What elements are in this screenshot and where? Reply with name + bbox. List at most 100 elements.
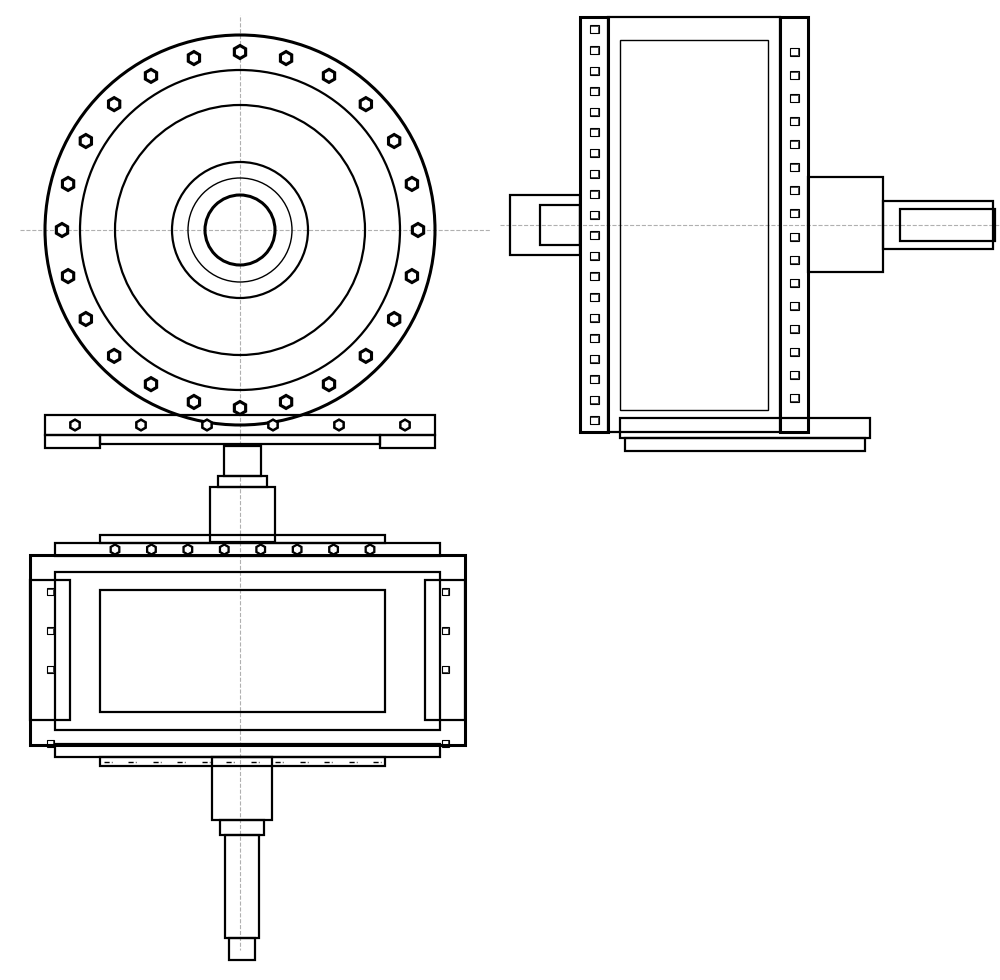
Polygon shape (280, 51, 293, 66)
Polygon shape (326, 380, 332, 388)
Bar (590, 88, 598, 95)
Bar (790, 48, 798, 56)
Bar (442, 627, 448, 634)
Bar (790, 325, 798, 332)
Polygon shape (359, 348, 372, 364)
Polygon shape (270, 421, 276, 428)
Bar (790, 348, 798, 356)
Bar (790, 232, 798, 240)
Polygon shape (283, 398, 289, 406)
Polygon shape (222, 547, 227, 553)
Bar (590, 334, 598, 342)
Bar (47, 740, 53, 747)
Bar (790, 94, 798, 102)
Bar (46, 589, 54, 596)
Bar (790, 141, 798, 148)
Polygon shape (256, 544, 265, 555)
Polygon shape (147, 544, 156, 555)
Polygon shape (405, 176, 418, 191)
Polygon shape (138, 421, 144, 428)
Polygon shape (388, 133, 401, 149)
Bar (790, 302, 798, 310)
Polygon shape (336, 421, 342, 428)
Bar (790, 371, 798, 379)
Polygon shape (136, 419, 146, 431)
Polygon shape (72, 421, 78, 428)
Polygon shape (283, 54, 289, 62)
Polygon shape (82, 316, 89, 322)
Bar (883, 201, 993, 249)
Bar (590, 87, 598, 95)
Bar (224, 446, 261, 476)
Bar (580, 18, 608, 432)
Polygon shape (220, 544, 229, 555)
Polygon shape (149, 547, 154, 553)
Polygon shape (108, 348, 121, 364)
Polygon shape (391, 137, 398, 145)
Bar (442, 589, 448, 595)
Polygon shape (59, 226, 65, 234)
Bar (590, 397, 598, 404)
Polygon shape (145, 376, 157, 392)
Bar (790, 118, 798, 125)
Polygon shape (191, 54, 197, 62)
Bar (790, 164, 798, 171)
Polygon shape (412, 222, 424, 237)
Bar (590, 273, 598, 280)
Bar (790, 140, 798, 148)
Polygon shape (362, 100, 369, 108)
Bar (380, 435, 435, 448)
Bar (590, 335, 598, 342)
Bar (47, 589, 53, 595)
Bar (46, 665, 54, 673)
Polygon shape (237, 48, 243, 56)
Polygon shape (65, 180, 71, 188)
Polygon shape (409, 180, 415, 188)
Polygon shape (280, 394, 293, 410)
Bar (590, 129, 598, 136)
Polygon shape (185, 547, 190, 553)
Polygon shape (323, 69, 335, 83)
Polygon shape (409, 272, 415, 280)
Bar (808, 177, 883, 272)
Bar (790, 95, 798, 102)
Bar (590, 294, 598, 301)
Bar (620, 418, 870, 438)
Bar (590, 416, 598, 424)
Bar (442, 665, 448, 673)
Polygon shape (334, 419, 344, 431)
Polygon shape (402, 421, 408, 428)
Bar (47, 627, 53, 634)
Bar (210, 487, 275, 542)
Polygon shape (183, 544, 193, 555)
Polygon shape (145, 69, 157, 83)
Bar (590, 315, 598, 321)
Polygon shape (391, 316, 398, 322)
Polygon shape (258, 547, 263, 553)
Bar (100, 435, 380, 444)
Bar (220, 820, 264, 835)
Bar (442, 627, 448, 634)
Polygon shape (329, 544, 338, 555)
Polygon shape (113, 547, 117, 553)
Bar (790, 302, 798, 310)
Polygon shape (191, 398, 197, 406)
Polygon shape (108, 97, 121, 112)
Polygon shape (204, 421, 210, 428)
Polygon shape (326, 72, 332, 79)
Bar (46, 740, 54, 747)
Bar (540, 205, 580, 245)
Bar (590, 150, 598, 157)
Polygon shape (111, 352, 118, 360)
Bar (590, 108, 598, 116)
Bar (590, 170, 598, 177)
Polygon shape (110, 544, 120, 555)
Bar (590, 128, 598, 136)
Bar (55, 744, 440, 757)
Bar (100, 535, 385, 543)
Bar (590, 356, 598, 363)
Bar (590, 47, 598, 54)
Bar (590, 191, 598, 198)
Bar (590, 376, 598, 383)
Bar (790, 256, 798, 263)
